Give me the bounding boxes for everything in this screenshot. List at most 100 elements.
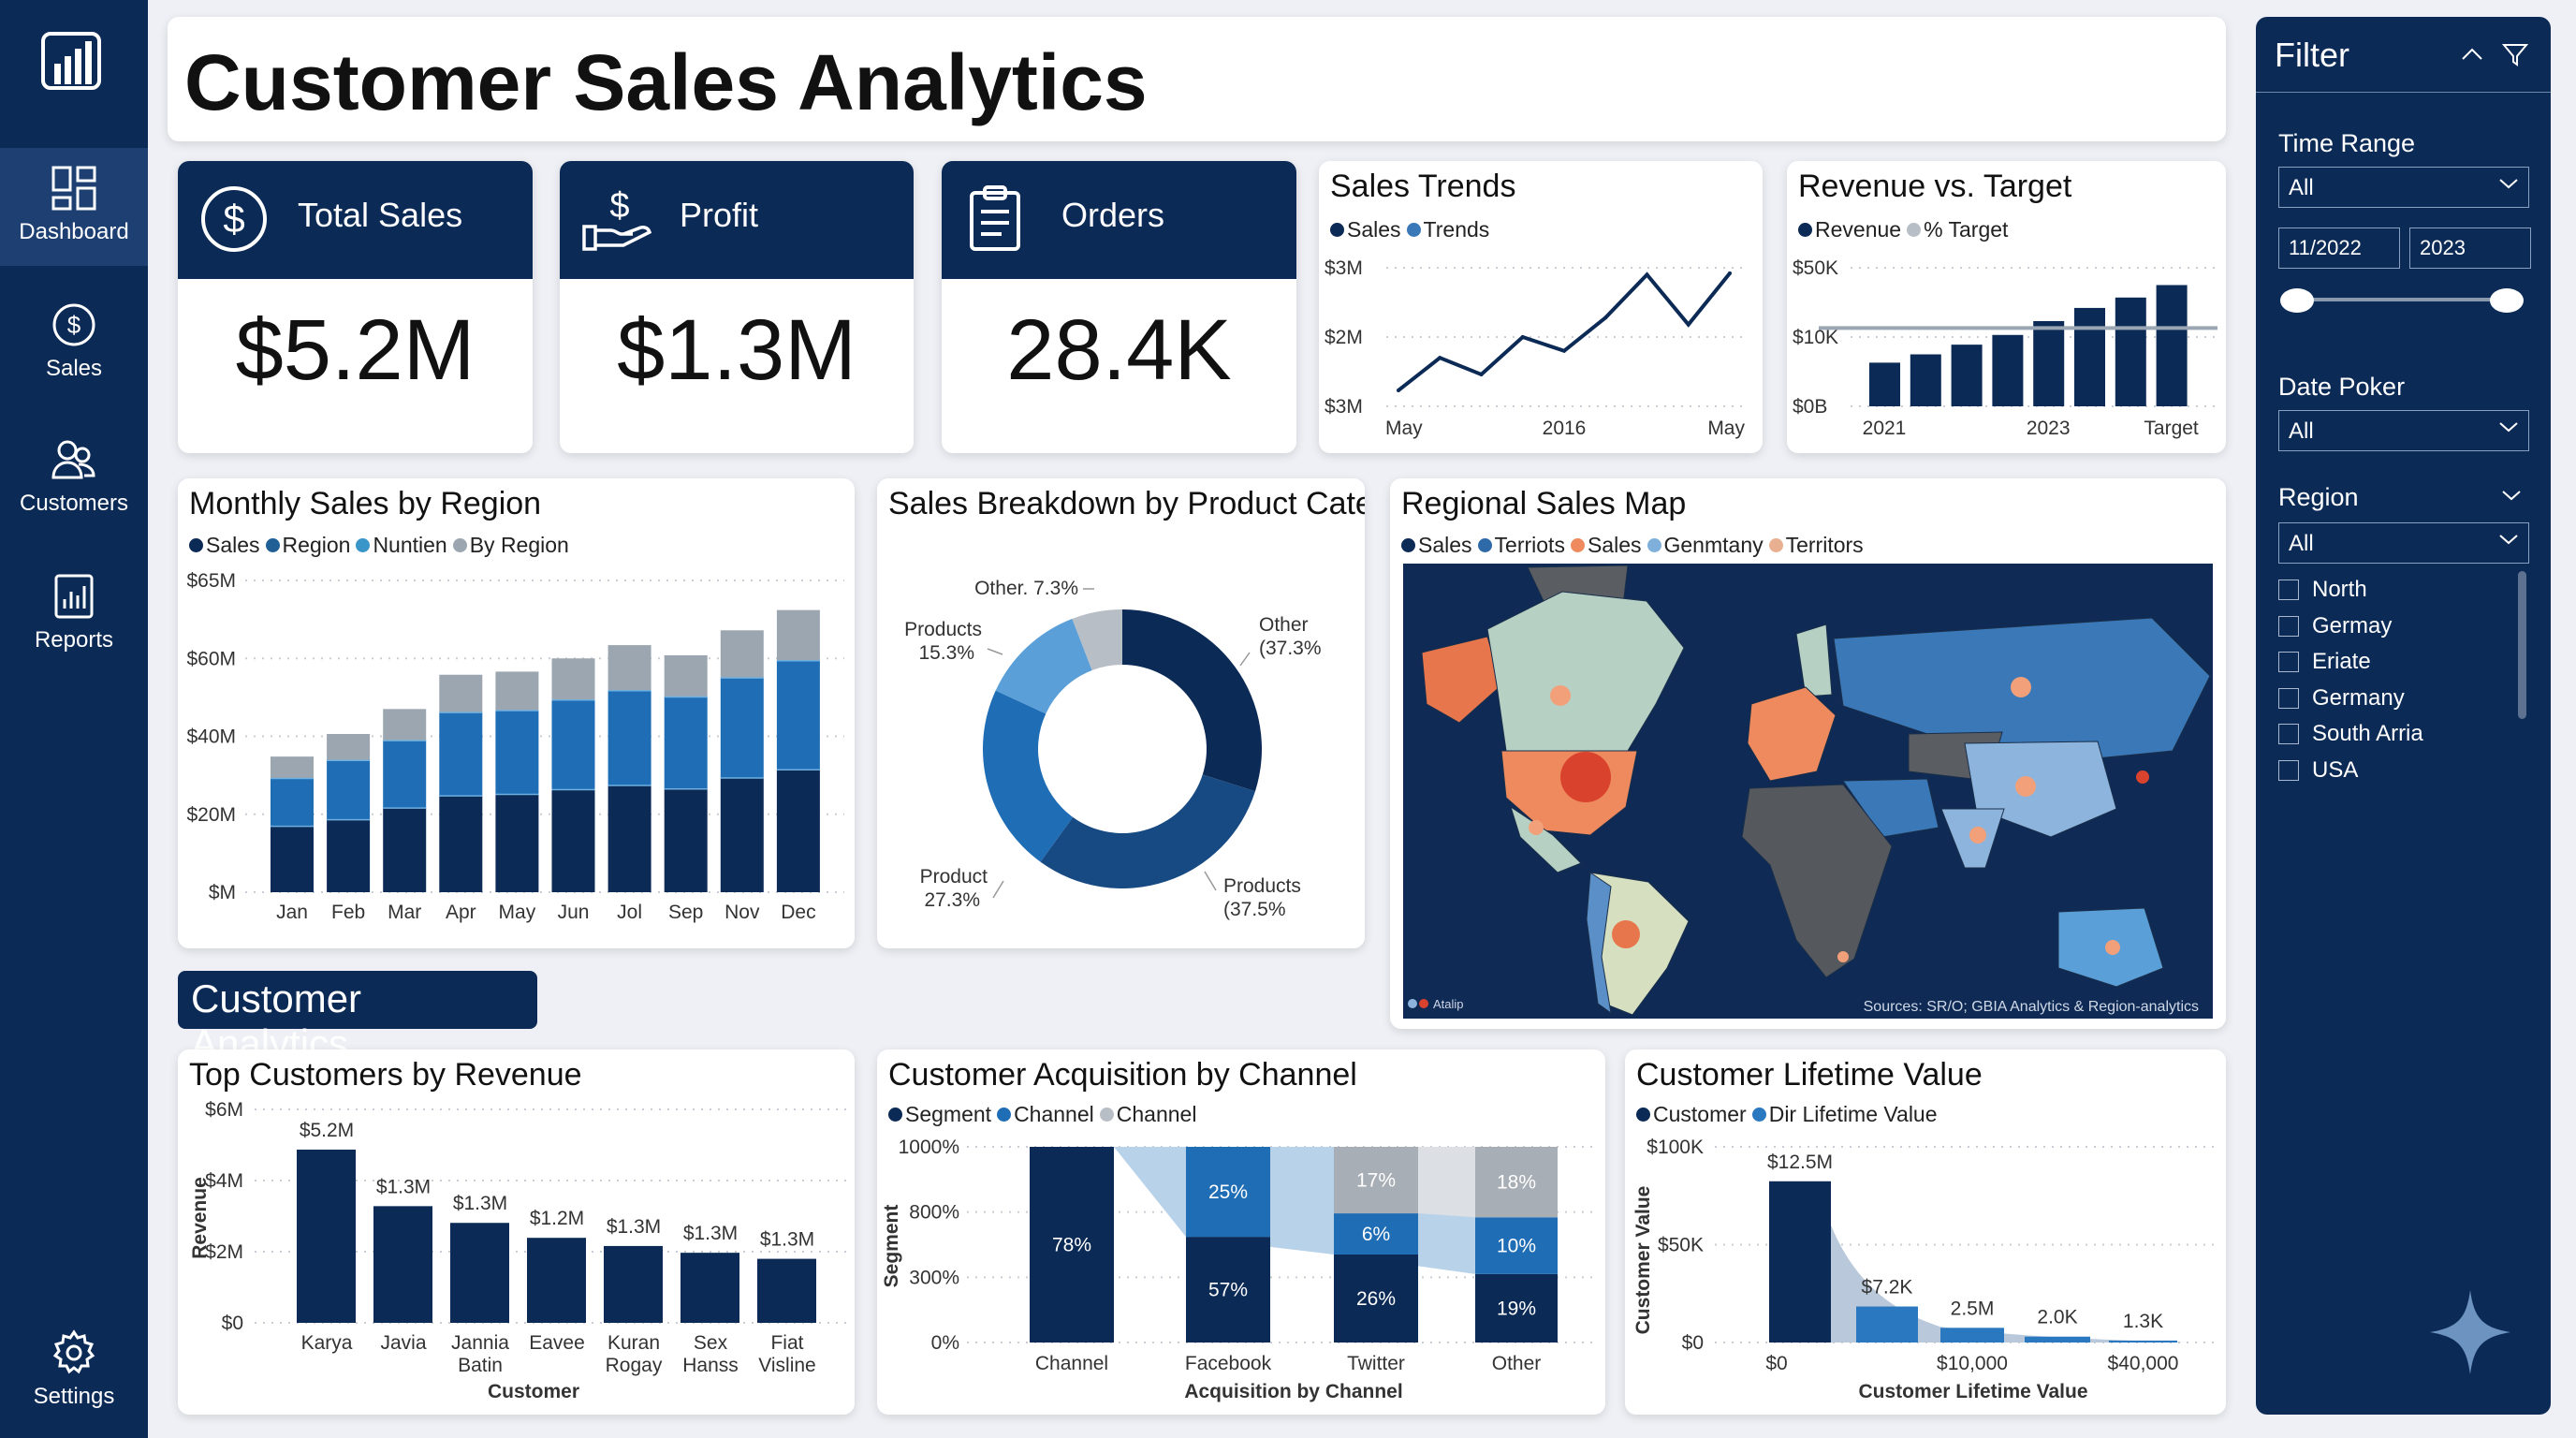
- region-list-scrollbar[interactable]: [2518, 571, 2526, 719]
- data-label: $1.3M: [376, 1176, 431, 1197]
- map-bubble-australia: [2105, 940, 2120, 955]
- region-europe: [1747, 686, 1837, 782]
- product-category-donut: Other(37.3%Products(37.5%Product27.3%Pro…: [904, 578, 1321, 920]
- revenue-bar: [1910, 354, 1941, 406]
- slice-percent-label: (37.5%: [1223, 899, 1286, 920]
- slice-label: Products: [904, 619, 982, 640]
- legend-label: Segment: [905, 1102, 992, 1126]
- date-poker-select[interactable]: All: [2278, 410, 2529, 451]
- stacked-bar-segment: [327, 734, 371, 761]
- slice-label: Other: [1259, 614, 1309, 636]
- chevron-down-icon[interactable]: [2501, 489, 2522, 502]
- slider-handle-end[interactable]: [2490, 288, 2524, 313]
- sidebar-item-label: Customers: [19, 491, 129, 516]
- sidebar-item-customers[interactable]: Customers: [0, 436, 148, 517]
- map-bubble-brazil: [1612, 920, 1640, 948]
- stacked-bar-segment: [271, 826, 314, 892]
- world-map[interactable]: Atalip Sources: SR/O; GBIA Analytics & R…: [1403, 564, 2213, 1019]
- card-title: Monthly Sales by Region: [189, 486, 542, 521]
- svg-text:$: $: [67, 311, 81, 339]
- x-tick-label: Jun: [558, 902, 590, 923]
- legend-item: Sales: [189, 533, 260, 558]
- region-option-label: Germay: [2312, 612, 2393, 638]
- checkbox[interactable]: [2278, 580, 2299, 600]
- slice-label: Products: [1223, 875, 1301, 897]
- leader-line: [1239, 652, 1251, 667]
- checkbox[interactable]: [2278, 652, 2299, 672]
- region-option[interactable]: Eriate: [2278, 649, 2371, 675]
- stacked-bar-segment: [1334, 1254, 1418, 1343]
- x-tick-label: Hanss: [682, 1355, 739, 1376]
- region-option[interactable]: USA: [2278, 757, 2358, 784]
- filter-panel: Filter Time Range All 11/2022 2023 Date …: [2256, 17, 2551, 1415]
- sidebar-item-label: Sales: [45, 356, 103, 381]
- sidebar-item-settings[interactable]: Settings: [0, 1329, 148, 1410]
- legend: Segment Channel Channel: [888, 1102, 1196, 1127]
- stacked-bar-segment: [383, 808, 427, 892]
- region-option[interactable]: North: [2278, 577, 2367, 603]
- y-tick-label: $4M: [205, 1170, 243, 1192]
- section-label: Customer Analytics: [178, 971, 537, 1065]
- product-category-card: Other (37.3% Products (37.5% Product 27.3% Pro…: [877, 478, 1365, 948]
- region-option-label: Eriate: [2312, 649, 2371, 674]
- checkbox[interactable]: [2278, 615, 2299, 637]
- x-tick-label: Jol: [617, 902, 642, 923]
- region-label: Region: [2278, 483, 2359, 511]
- data-label: 1.3K: [2123, 1311, 2163, 1332]
- lifetime-value-bar: [1856, 1306, 1918, 1343]
- region-option[interactable]: Germay: [2278, 613, 2392, 639]
- region-option[interactable]: South Arria: [2278, 721, 2423, 747]
- stacked-bar-segment: [607, 785, 651, 892]
- legend-item: Territors: [1768, 533, 1864, 558]
- donut-slice: [1072, 609, 1122, 671]
- data-label: $7.2K: [1862, 1277, 1913, 1299]
- power-bi-logo-icon[interactable]: [37, 28, 109, 99]
- sparkle-icon[interactable]: [2428, 1288, 2512, 1376]
- date-from-input[interactable]: 11/2022: [2278, 227, 2400, 269]
- x-tick-label: Kuran: [607, 1332, 660, 1354]
- legend-item: Genmtany: [1647, 533, 1764, 558]
- kpi-card-orders[interactable]: Orders 28.4K: [942, 161, 1296, 453]
- kpi-value: $5.2M: [235, 302, 476, 398]
- revenue-bar: [1992, 334, 2024, 406]
- customer-bar: [681, 1253, 739, 1323]
- stacked-bar-segment: [383, 741, 427, 809]
- card-title: Regional Sales Map: [1401, 486, 1687, 521]
- donut-slice: [1040, 774, 1255, 888]
- segment-label: 10%: [1497, 1236, 1536, 1257]
- slice-percent-label: 27.3%: [924, 889, 980, 911]
- legend-label: Terriots: [1494, 533, 1565, 557]
- donut-slice: [995, 618, 1092, 714]
- region-option-label: USA: [2312, 756, 2359, 783]
- x-tick-label: $40,000: [2108, 1353, 2179, 1374]
- sidebar-item-sales[interactable]: $ Sales: [0, 301, 148, 382]
- legend-label: % Target: [1924, 217, 2009, 242]
- stacked-bar-segment: [495, 711, 539, 795]
- x-tick-label: Sex: [694, 1332, 728, 1354]
- card-title: Sales Breakdown by Product Category: [888, 486, 1365, 521]
- region-select[interactable]: All: [2278, 522, 2529, 564]
- legend-item: By Region: [452, 533, 569, 558]
- lifetime-value-bar: [1769, 1181, 1831, 1343]
- x-axis-title: Customer Lifetime Value: [1858, 1381, 2087, 1402]
- kpi-card-total-sales[interactable]: $ Total Sales $5.2M: [178, 161, 533, 453]
- sidebar-item-dashboard[interactable]: Dashboard: [0, 148, 148, 266]
- region-option[interactable]: Germany: [2278, 685, 2405, 712]
- chevron-up-icon[interactable]: [2460, 45, 2484, 64]
- checkbox[interactable]: [2278, 724, 2299, 744]
- time-range-select[interactable]: All: [2278, 167, 2529, 208]
- sidebar: Dashboard $ Sales Customers Reports Sett…: [0, 0, 148, 1438]
- revenue-bar: [1951, 345, 1983, 406]
- slider-handle-start[interactable]: [2280, 288, 2314, 313]
- report-icon: [54, 574, 94, 619]
- kpi-card-profit[interactable]: $ Profit $1.3M: [560, 161, 914, 453]
- checkbox[interactable]: [2278, 759, 2299, 781]
- date-to-input[interactable]: 2023: [2409, 227, 2531, 269]
- map-bubble-japan: [2136, 770, 2149, 784]
- time-range-slider-track[interactable]: [2291, 298, 2507, 301]
- select-value: All: [2289, 175, 2314, 200]
- filter-icon[interactable]: [2501, 41, 2529, 69]
- sidebar-item-reports[interactable]: Reports: [0, 573, 148, 653]
- checkbox[interactable]: [2278, 687, 2299, 709]
- x-tick-label: Visline: [758, 1355, 815, 1376]
